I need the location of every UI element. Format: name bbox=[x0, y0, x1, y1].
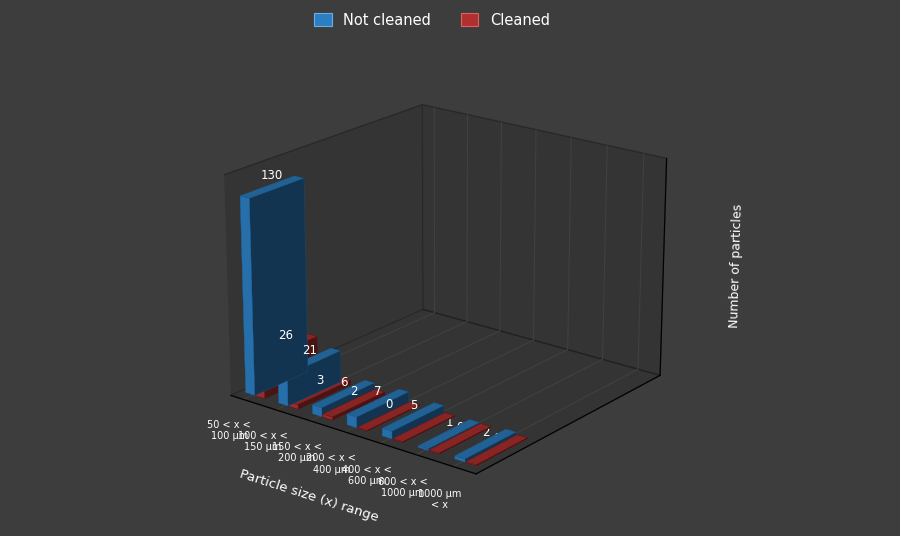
X-axis label: Particle size (x) range: Particle size (x) range bbox=[238, 468, 381, 524]
Legend: Not cleaned, Cleaned: Not cleaned, Cleaned bbox=[314, 13, 550, 28]
